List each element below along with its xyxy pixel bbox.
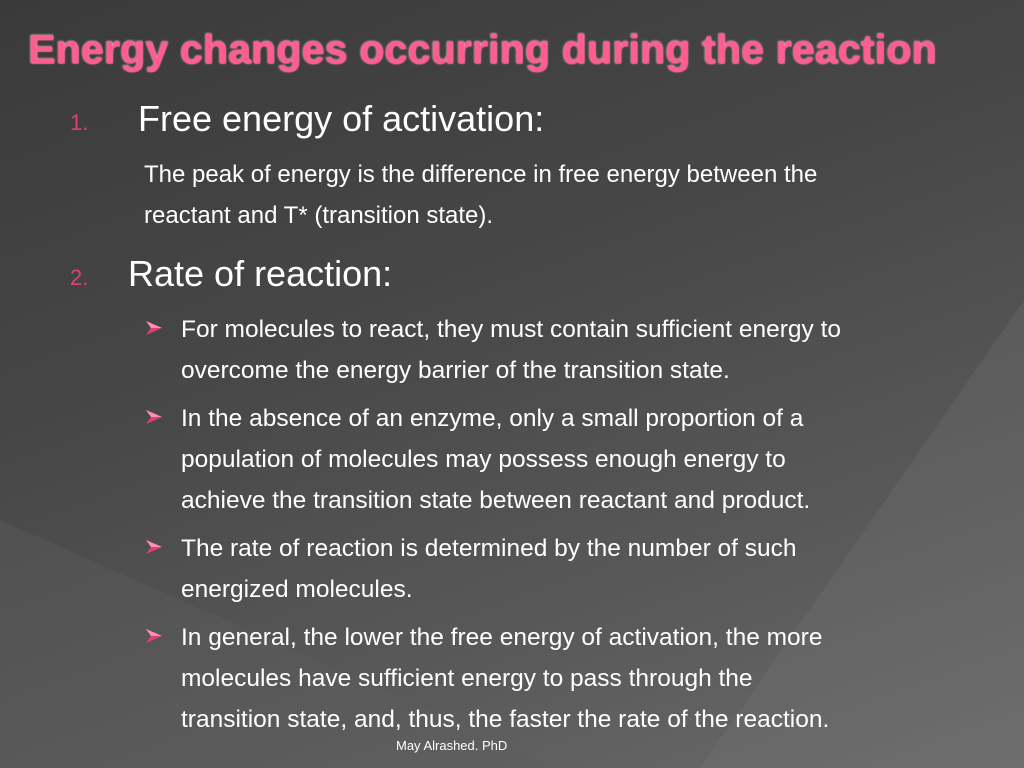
arrow-bullet-icon	[146, 629, 162, 643]
bullet-item: For molecules to react, they must contai…	[181, 309, 1001, 391]
bullet-line: In general, the lower the free energy of…	[181, 624, 823, 651]
section-heading-1: Free energy of activation:	[138, 98, 545, 139]
section-1-body: The peak of energy is the difference in …	[144, 154, 1004, 236]
footer-author: May Alrashed. PhD	[396, 738, 508, 753]
bullet-line: molecules have sufficient energy to pass…	[181, 665, 753, 692]
bullet-item: The rate of reaction is determined by th…	[181, 528, 1001, 610]
bullet-item: In the absence of an enzyme, only a smal…	[181, 398, 1001, 521]
bullet-line: In the absence of an enzyme, only a smal…	[181, 405, 804, 432]
bullet-line: The rate of reaction is determined by th…	[181, 535, 797, 562]
arrow-bullet-icon	[146, 410, 162, 424]
bullet-line: population of molecules may possess enou…	[181, 446, 786, 473]
body-line: The peak of energy is the difference in …	[144, 161, 818, 188]
section-heading-2: Rate of reaction:	[128, 253, 393, 294]
body-line: reactant and T* (transition state).	[144, 202, 494, 229]
section-number-1: 1.	[70, 110, 89, 135]
bullet-item: In general, the lower the free energy of…	[181, 617, 1011, 740]
bullet-line: energized molecules.	[181, 576, 413, 603]
bullet-line: achieve the transition state between rea…	[181, 487, 811, 514]
bullet-line: transition state, and, thus, the faster …	[181, 706, 830, 733]
arrow-bullet-icon	[146, 321, 162, 335]
slide-title: Energy changes occurring during the reac…	[28, 26, 937, 72]
arrow-bullet-icon	[146, 540, 162, 554]
section-number-2: 2.	[70, 265, 89, 290]
bullet-line: overcome the energy barrier of the trans…	[181, 357, 730, 384]
bullet-line: For molecules to react, they must contai…	[181, 316, 842, 343]
